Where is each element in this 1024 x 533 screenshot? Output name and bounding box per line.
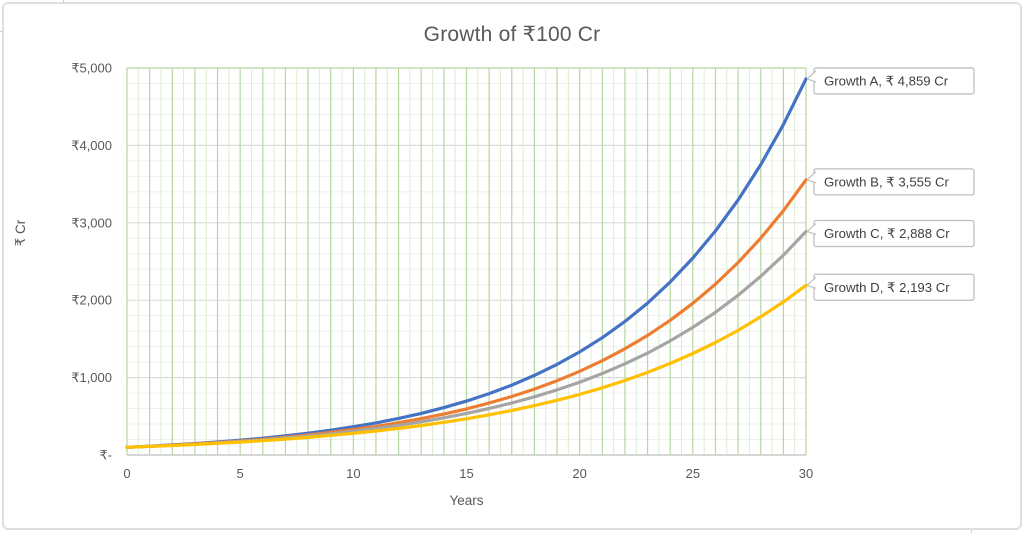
x-tick-label: 5 bbox=[237, 466, 244, 481]
y-tick-label: ₹- bbox=[99, 448, 112, 463]
data-callout-label-growth-d[interactable]: Growth D, ₹ 2,193 Cr bbox=[824, 280, 950, 295]
data-callout-label-growth-b[interactable]: Growth B, ₹ 3,555 Cr bbox=[824, 174, 950, 189]
worksheet-gridline-stub bbox=[63, 0, 64, 3]
x-axis-title[interactable]: Years bbox=[449, 493, 484, 508]
data-callout-pointer-outline bbox=[806, 276, 817, 289]
worksheet-gridline-stub bbox=[971, 530, 972, 533]
data-callout-pointer-outline bbox=[806, 171, 817, 184]
data-callout-label-growth-a[interactable]: Growth A, ₹ 4,859 Cr bbox=[824, 73, 949, 88]
x-tick-label: 15 bbox=[459, 466, 473, 481]
data-callout-label-growth-c[interactable]: Growth C, ₹ 2,888 Cr bbox=[824, 226, 950, 241]
y-tick-label: ₹3,000 bbox=[71, 215, 112, 230]
chart-title[interactable]: Growth of ₹100 Cr bbox=[423, 23, 601, 46]
y-tick-label: ₹5,000 bbox=[71, 61, 112, 76]
y-tick-label: ₹4,000 bbox=[71, 138, 112, 153]
x-tick-label: 10 bbox=[346, 466, 360, 481]
y-tick-label: ₹2,000 bbox=[71, 293, 112, 308]
x-tick-label: 30 bbox=[799, 466, 813, 481]
series-line-growth-d[interactable] bbox=[125, 283, 808, 449]
x-tick-label: 20 bbox=[572, 466, 586, 481]
data-callout-pointer-outline bbox=[806, 70, 817, 83]
y-tick-label: ₹1,000 bbox=[71, 370, 112, 385]
worksheet-gridline-stub bbox=[0, 31, 3, 32]
data-callout-pointer-outline bbox=[806, 223, 817, 236]
x-tick-label: 25 bbox=[686, 466, 700, 481]
x-tick-label: 0 bbox=[123, 466, 130, 481]
